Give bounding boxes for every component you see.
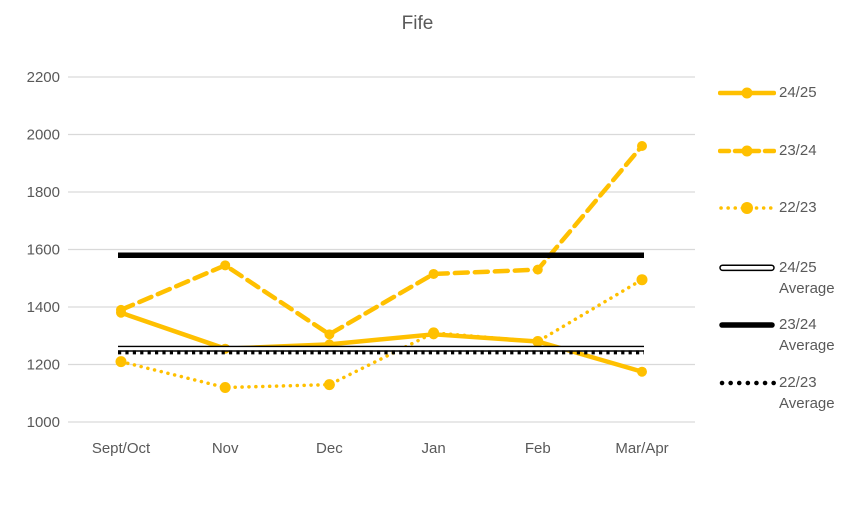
chart-title: Fife bbox=[401, 13, 434, 34]
series-22-23-line bbox=[119, 277, 644, 390]
series-22-23-marker bbox=[636, 274, 648, 286]
y-tick-label: 2000 bbox=[27, 127, 60, 144]
series-23-24-marker bbox=[637, 141, 647, 151]
series-23-24-marker bbox=[220, 260, 231, 271]
y-tick-label: 1800 bbox=[27, 184, 60, 201]
x-axis-label: Jan bbox=[422, 440, 446, 457]
series-22-23-marker bbox=[428, 327, 440, 339]
y-tick-label: 1600 bbox=[27, 242, 60, 259]
x-axis-label: Sept/Oct bbox=[92, 440, 151, 457]
x-axis-label: Mar/Apr bbox=[615, 440, 668, 457]
series-23-24-marker bbox=[116, 304, 126, 315]
series-23-24-marker bbox=[324, 329, 335, 340]
x-axis-label: Nov bbox=[212, 440, 239, 457]
series-22-23-marker bbox=[532, 336, 544, 347]
series-23-24-marker bbox=[532, 264, 543, 275]
series-22-23-marker bbox=[323, 379, 335, 391]
series-23-24-line bbox=[118, 143, 645, 337]
y-tick-label: 2200 bbox=[27, 69, 60, 86]
x-axis-label: Dec bbox=[316, 440, 343, 457]
y-tick-label: 1400 bbox=[27, 299, 60, 316]
series-23-24-marker bbox=[428, 268, 439, 279]
series-24-25-line bbox=[118, 310, 645, 374]
y-tick-label: 1000 bbox=[27, 414, 60, 431]
y-tick-label: 1200 bbox=[27, 357, 60, 374]
series-24-25-marker bbox=[637, 366, 647, 377]
series-22-23-marker bbox=[219, 382, 231, 393]
x-axis-label: Feb bbox=[525, 440, 551, 457]
series-22-23-marker bbox=[115, 356, 127, 368]
